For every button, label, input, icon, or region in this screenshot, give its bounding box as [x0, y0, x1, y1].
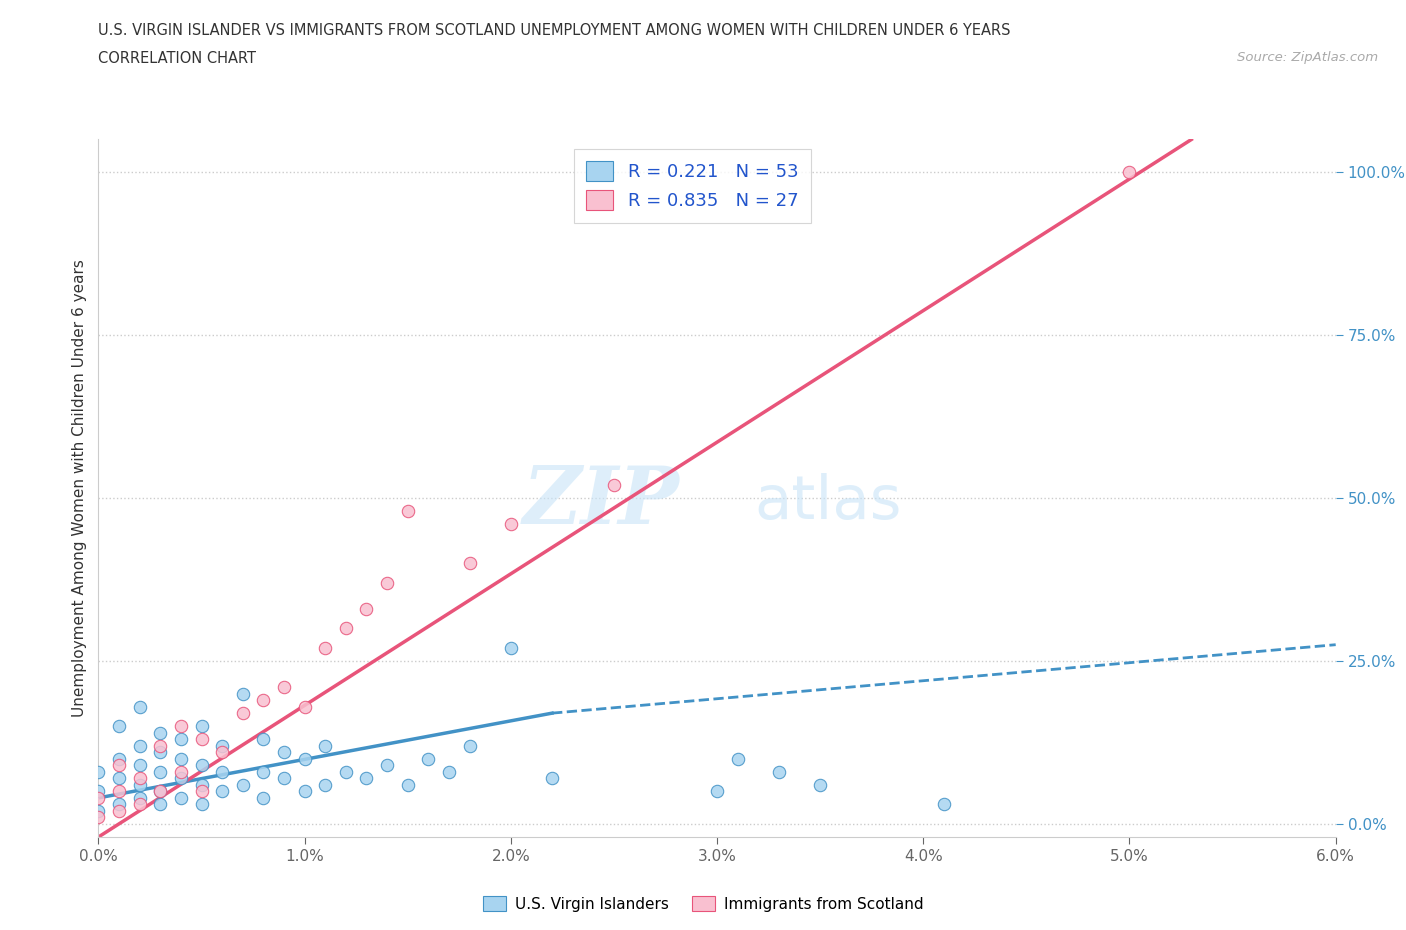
Point: [603, 477, 626, 492]
Point: [458, 556, 481, 571]
Point: [108, 804, 131, 818]
Point: [190, 719, 212, 734]
Point: [87, 764, 110, 779]
Point: [808, 777, 831, 792]
Text: atlas: atlas: [754, 472, 901, 532]
Point: [375, 576, 398, 591]
Point: [190, 797, 212, 812]
Point: [190, 732, 212, 747]
Text: Source: ZipAtlas.com: Source: ZipAtlas.com: [1237, 51, 1378, 64]
Point: [252, 693, 274, 708]
Point: [108, 771, 131, 786]
Point: [396, 777, 419, 792]
Point: [170, 751, 193, 766]
Point: [314, 777, 336, 792]
Point: [128, 758, 150, 773]
Point: [128, 777, 150, 792]
Point: [211, 738, 233, 753]
Point: [499, 517, 522, 532]
Text: U.S. VIRGIN ISLANDER VS IMMIGRANTS FROM SCOTLAND UNEMPLOYMENT AMONG WOMEN WITH C: U.S. VIRGIN ISLANDER VS IMMIGRANTS FROM …: [98, 23, 1011, 38]
Point: [314, 641, 336, 656]
Point: [932, 797, 955, 812]
Point: [108, 719, 131, 734]
Point: [128, 771, 150, 786]
Point: [149, 784, 172, 799]
Point: [335, 621, 357, 636]
Y-axis label: Unemployment Among Women with Children Under 6 years: Unemployment Among Women with Children U…: [72, 259, 87, 717]
Point: [149, 725, 172, 740]
Point: [128, 797, 150, 812]
Point: [706, 784, 728, 799]
Point: [252, 732, 274, 747]
Point: [437, 764, 460, 779]
Point: [273, 771, 295, 786]
Point: [108, 751, 131, 766]
Point: [211, 784, 233, 799]
Point: [273, 745, 295, 760]
Point: [1118, 165, 1140, 179]
Point: [314, 738, 336, 753]
Point: [149, 738, 172, 753]
Text: ZIP: ZIP: [523, 463, 681, 541]
Point: [170, 719, 193, 734]
Point: [335, 764, 357, 779]
Point: [149, 764, 172, 779]
Point: [190, 758, 212, 773]
Point: [170, 771, 193, 786]
Point: [190, 777, 212, 792]
Point: [108, 784, 131, 799]
Point: [232, 706, 254, 721]
Point: [170, 790, 193, 805]
Point: [252, 764, 274, 779]
Point: [294, 784, 316, 799]
Point: [252, 790, 274, 805]
Point: [356, 771, 378, 786]
Point: [232, 686, 254, 701]
Point: [128, 790, 150, 805]
Point: [87, 784, 110, 799]
Point: [418, 751, 440, 766]
Point: [170, 732, 193, 747]
Point: [128, 738, 150, 753]
Point: [232, 777, 254, 792]
Point: [396, 504, 419, 519]
Point: [375, 758, 398, 773]
Point: [108, 758, 131, 773]
Point: [211, 764, 233, 779]
Point: [108, 797, 131, 812]
Point: [294, 699, 316, 714]
Point: [356, 602, 378, 617]
Point: [87, 790, 110, 805]
Point: [768, 764, 790, 779]
Legend: U.S. Virgin Islanders, Immigrants from Scotland: U.S. Virgin Islanders, Immigrants from S…: [477, 889, 929, 918]
Point: [499, 641, 522, 656]
Point: [128, 699, 150, 714]
Point: [211, 745, 233, 760]
Point: [727, 751, 749, 766]
Point: [458, 738, 481, 753]
Point: [541, 771, 564, 786]
Point: [273, 680, 295, 695]
Point: [190, 784, 212, 799]
Point: [170, 764, 193, 779]
Legend: R = 0.221   N = 53, R = 0.835   N = 27: R = 0.221 N = 53, R = 0.835 N = 27: [574, 149, 811, 222]
Point: [87, 810, 110, 825]
Point: [87, 804, 110, 818]
Point: [149, 784, 172, 799]
Point: [149, 797, 172, 812]
Point: [149, 745, 172, 760]
Point: [294, 751, 316, 766]
Text: CORRELATION CHART: CORRELATION CHART: [98, 51, 256, 66]
